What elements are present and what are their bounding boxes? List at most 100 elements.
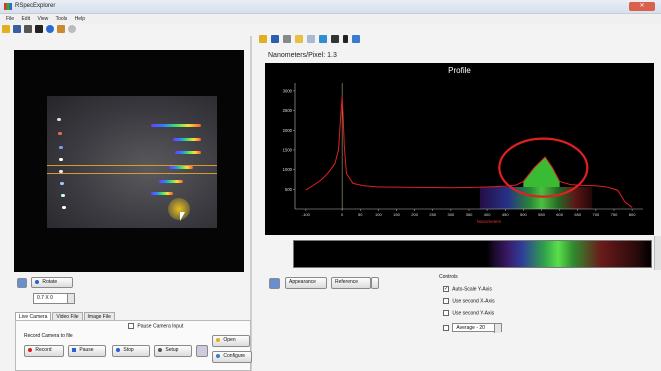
profile-chart[interactable]: Profile 3000 2500 2000 1500 1000 500 -100 0 50 10… xyxy=(265,63,654,235)
menu-help[interactable]: Help xyxy=(74,16,85,22)
film-icon[interactable] xyxy=(24,25,32,33)
live-camera-panel: Pause Camera Input Record Camera to file… xyxy=(15,320,252,371)
x-tick-label: 550 xyxy=(538,212,545,217)
copy-icon[interactable] xyxy=(307,35,315,43)
brush-icon[interactable] xyxy=(57,25,65,33)
stop-button[interactable]: Stop xyxy=(112,345,150,357)
title-bar: RSpecExplorer ✕ xyxy=(0,0,661,14)
appearance-button[interactable]: Appearance xyxy=(285,277,327,289)
reference-dropdown-icon[interactable] xyxy=(371,277,379,289)
monitor-icon[interactable] xyxy=(196,345,208,357)
menu-view[interactable]: View xyxy=(37,16,49,22)
setup-icon xyxy=(158,347,162,352)
tab-image-file[interactable]: Image File xyxy=(83,312,115,321)
x-tick-label: 750 xyxy=(611,212,618,217)
x-tick-label: 400 xyxy=(484,212,491,217)
settings-icon[interactable] xyxy=(68,25,76,33)
second-y-checkbox[interactable] xyxy=(443,310,449,316)
second-x-checkbox[interactable] xyxy=(443,298,449,304)
grid-icon[interactable] xyxy=(35,25,43,33)
reference-button[interactable]: Reference xyxy=(331,277,371,289)
menu-tools[interactable]: Tools xyxy=(55,16,68,22)
close-button[interactable]: ✕ xyxy=(629,2,655,11)
x-tick-label: 0 xyxy=(341,212,344,217)
autoscale-option[interactable]: ✓ Auto-Scale Y-Axis xyxy=(443,286,492,292)
diffraction-band xyxy=(175,151,201,154)
menu-file[interactable]: File xyxy=(6,16,15,22)
second-x-option[interactable]: Use second X-Axis xyxy=(443,298,495,304)
camera-icon[interactable] xyxy=(13,25,21,33)
cursor-line-icon[interactable] xyxy=(343,35,348,43)
profile-controls: Appearance Reference Controls ✓ Auto-Sca… xyxy=(265,270,655,370)
pause-icon xyxy=(72,347,76,352)
save-icon[interactable] xyxy=(271,35,279,43)
window-title: RSpecExplorer xyxy=(15,3,56,9)
record-button[interactable]: Record xyxy=(24,345,64,357)
stop-label: Stop xyxy=(123,347,134,353)
vertical-scrollbar[interactable] xyxy=(654,236,661,270)
open-icon[interactable] xyxy=(259,35,267,43)
cursor-highlight xyxy=(168,198,190,220)
y-tick-label: 2500 xyxy=(283,108,293,113)
average-option[interactable]: Average - 20 xyxy=(443,323,503,333)
scan-line-lower[interactable] xyxy=(47,173,217,174)
open-folder-icon[interactable] xyxy=(2,25,10,33)
rotate-arrow-icon xyxy=(35,279,39,284)
diffraction-band xyxy=(151,192,173,195)
tab-live-camera[interactable]: Live Camera xyxy=(15,312,52,321)
record-icon xyxy=(28,347,32,352)
spectrum-fill xyxy=(479,186,593,209)
rotate-button[interactable]: Rotate xyxy=(31,277,73,288)
panel-splitter[interactable] xyxy=(250,36,252,371)
profile-plot: 3000 2500 2000 1500 1000 500 -100 0 50 100 150 200 2… xyxy=(283,83,643,224)
average-select[interactable]: Average - 20 xyxy=(452,323,503,333)
autoscale-checkbox[interactable]: ✓ xyxy=(443,286,449,292)
configure-button[interactable]: Configure xyxy=(212,351,252,363)
second-y-label: Use second Y-Axis xyxy=(452,310,495,317)
y-tick-label: 1500 xyxy=(283,147,293,152)
led-light xyxy=(60,182,64,185)
setup-button[interactable]: Setup xyxy=(154,345,192,357)
tab-video-file[interactable]: Video File xyxy=(52,312,83,321)
led-light xyxy=(59,146,63,149)
camera-toolbar xyxy=(2,25,76,36)
second-y-option[interactable]: Use second Y-Axis xyxy=(443,310,494,316)
led-light xyxy=(59,158,63,161)
rotate-label: Rotate xyxy=(42,279,58,285)
x-tick-label: 650 xyxy=(574,212,581,217)
average-value: Average - 20 xyxy=(456,325,485,331)
zoom-select[interactable]: 0.7 X 0 xyxy=(33,293,75,304)
diffraction-band xyxy=(173,138,201,141)
bars-icon[interactable] xyxy=(331,35,339,43)
x-tick-label: 700 xyxy=(593,212,600,217)
open-button[interactable]: Open xyxy=(212,335,250,347)
globe-icon[interactable] xyxy=(46,25,54,33)
profile-title: Profile xyxy=(448,66,471,75)
reset-icon[interactable] xyxy=(269,278,280,289)
record-group-label: Record Camera to file xyxy=(24,333,73,339)
stop-icon xyxy=(116,347,120,352)
folder-icon[interactable] xyxy=(295,35,303,43)
print-icon[interactable] xyxy=(283,35,291,43)
open-folder-icon xyxy=(216,337,220,342)
rotate-icon[interactable] xyxy=(17,278,27,288)
y-tick-label: 3000 xyxy=(283,88,293,93)
diffraction-band xyxy=(151,124,201,127)
average-checkbox[interactable] xyxy=(443,324,449,331)
led-light xyxy=(58,132,62,135)
controls-title: Controls xyxy=(439,274,458,280)
led-light xyxy=(62,206,66,209)
scan-line-upper[interactable] xyxy=(47,165,217,166)
menu-edit[interactable]: Edit xyxy=(21,16,31,22)
chart-icon[interactable] xyxy=(319,35,327,43)
pause-button[interactable]: Pause xyxy=(68,345,106,357)
x-tick-label: 450 xyxy=(502,212,509,217)
controls-group: Controls ✓ Auto-Scale Y-Axis Use second … xyxy=(435,274,535,344)
pause-input-option[interactable]: Pause Camera Input xyxy=(128,323,183,329)
chevron-down-icon xyxy=(494,324,502,333)
pause-input-checkbox[interactable] xyxy=(128,323,134,329)
pause-label: Pause xyxy=(79,347,94,353)
x-tick-label: 600 xyxy=(556,212,563,217)
configure-label: Configure xyxy=(223,353,246,359)
peak-icon[interactable] xyxy=(352,35,360,43)
